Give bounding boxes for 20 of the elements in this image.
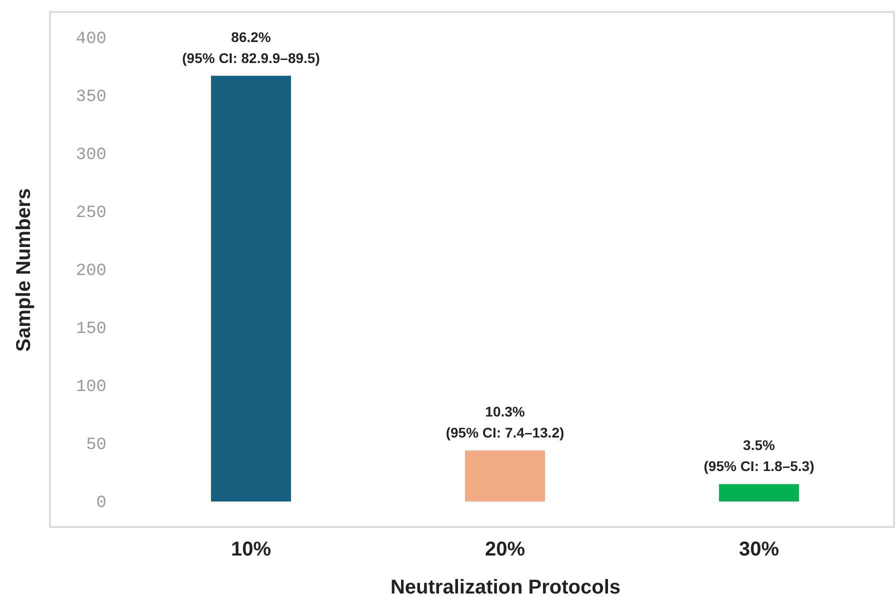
x-tick-label: 10% xyxy=(230,538,272,560)
annotation: 3.5% (95% CI: 1.8–5.3) xyxy=(704,437,814,474)
y-tick-label: 50 xyxy=(86,436,106,455)
x-tick-label: 20% xyxy=(484,538,526,560)
annotation: 86.2% (95% CI: 82.9.9–89.5) xyxy=(182,28,320,66)
y-tick-label: 200 xyxy=(76,262,106,281)
bar xyxy=(210,76,292,502)
y-axis-title: Sample Numbers xyxy=(12,188,35,352)
x-axis-title: Neutralization Protocols xyxy=(390,576,621,598)
y-tick-label: 300 xyxy=(76,146,106,166)
y-tick-label: 0 xyxy=(96,494,106,513)
bar xyxy=(718,484,800,502)
y-tick-label: 250 xyxy=(76,204,106,224)
y-tick-label: 400 xyxy=(76,30,106,50)
x-tick-label: 30% xyxy=(738,538,780,560)
y-tick-label: 350 xyxy=(76,88,106,108)
annotation: 10.3% (95% CI: 7.4–13.2) xyxy=(446,403,564,440)
y-tick-label: 150 xyxy=(76,320,106,339)
y-tick-label: 100 xyxy=(76,378,106,397)
bar xyxy=(464,450,546,502)
